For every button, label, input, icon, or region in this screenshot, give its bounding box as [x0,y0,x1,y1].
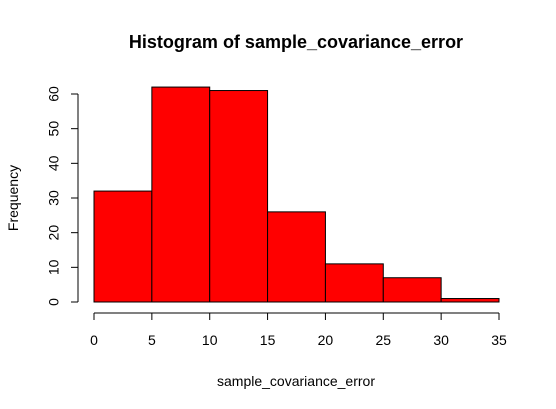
histogram-bar-3 [267,211,326,303]
y-tick-label-5: 50 [46,121,62,137]
x-tick-label-7: 35 [491,332,507,348]
histogram-bar-0 [93,190,153,303]
histogram-bar-2 [209,90,269,303]
histogram-bar-1 [151,86,211,303]
x-tick-label-5: 25 [375,332,391,348]
x-tick-label-6: 30 [433,332,449,348]
x-tick-label-3: 15 [260,332,276,348]
x-tick-label-1: 5 [148,332,156,348]
histogram-bar-4 [324,263,384,303]
y-axis: 0 10 20 30 40 50 60 [46,86,79,306]
y-tick-label-3: 30 [46,190,62,206]
bars-group [93,86,500,303]
histogram-bar-6 [440,298,500,303]
histogram-bar-5 [382,277,442,303]
y-tick-label-2: 20 [46,225,62,241]
y-tick-label-4: 40 [46,155,62,171]
x-tick-label-0: 0 [90,332,98,348]
y-axis-label: Frequency [5,165,21,231]
x-tick-label-4: 20 [318,332,334,348]
x-axis: 0 5 10 15 20 25 30 35 [90,312,507,348]
chart-title: Histogram of sample_covariance_error [129,32,463,52]
y-tick-label-1: 10 [46,259,62,275]
y-tick-label-0: 0 [46,298,62,306]
y-tick-label-6: 60 [46,86,62,102]
x-tick-label-2: 10 [202,332,218,348]
x-axis-label: sample_covariance_error [217,373,375,389]
